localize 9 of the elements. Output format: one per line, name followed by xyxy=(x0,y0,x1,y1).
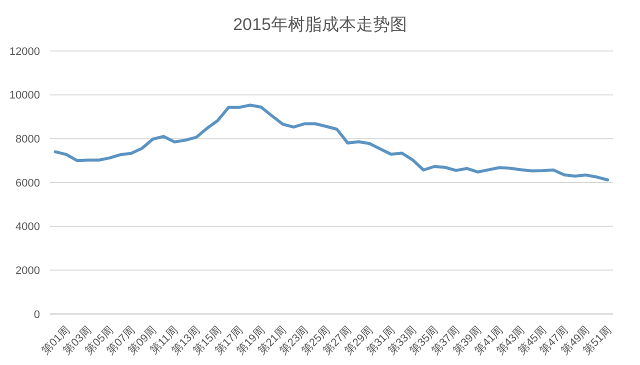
y-tick-label: 2000 xyxy=(16,265,40,278)
chart-title: 2015年树脂成本走势图 xyxy=(233,15,407,34)
y-tick-label: 10000 xyxy=(9,90,40,102)
line-series xyxy=(54,104,610,182)
y-tick-label: 0 xyxy=(34,308,40,321)
y-tick-label: 6000 xyxy=(16,177,40,190)
y-tick-label: 8000 xyxy=(16,134,40,146)
y-tick-label: 12000 xyxy=(9,46,40,58)
y-tick-label: 4000 xyxy=(16,221,40,234)
